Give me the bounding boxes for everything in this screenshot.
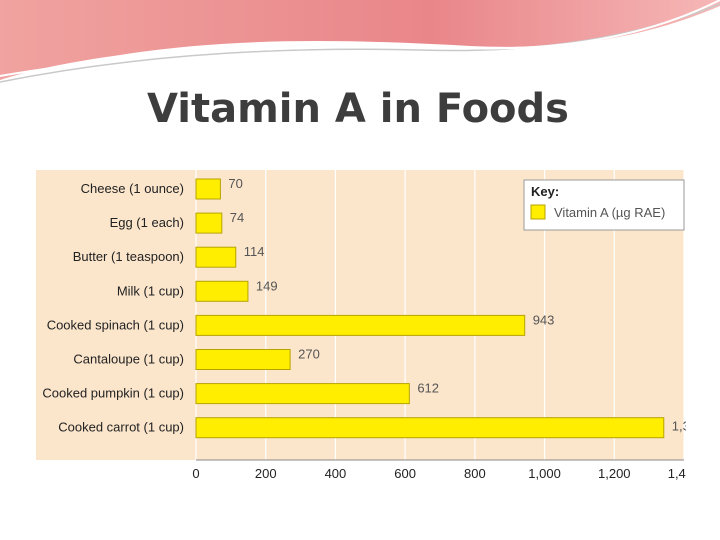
bar (195, 280, 249, 302)
category-label: Cooked spinach (1 cup) (47, 317, 184, 332)
category-label: Cheese (1 ounce) (81, 181, 184, 196)
vitamin-a-bar-chart: Cheese (1 ounce) 70 Egg (1 each) 74 Butter (… (36, 170, 686, 481)
x-tick-label: 600 (394, 466, 416, 481)
bar (195, 212, 223, 234)
category-label: Cantaloupe (1 cup) (73, 352, 184, 367)
legend-label: Vitamin A (µg RAE) (554, 205, 665, 220)
x-tick-label: 1,200 (598, 466, 631, 481)
bar (195, 417, 665, 439)
bar (195, 314, 526, 336)
bar-value-label: 612 (417, 381, 439, 396)
category-label: Milk (1 cup) (117, 283, 184, 298)
bar-value-label: 70 (228, 176, 242, 191)
x-tick-label: 1,400 (668, 466, 686, 481)
bar (195, 178, 221, 200)
bar-value-label: 74 (230, 210, 244, 225)
category-label: Butter (1 teaspoon) (73, 249, 184, 264)
category-label: Cooked carrot (1 cup) (58, 420, 184, 435)
slide-title: Vitamin A in Foods (147, 86, 569, 132)
x-tick-label: 1,000 (528, 466, 561, 481)
legend-title: Key: (531, 184, 559, 199)
bar-value-label: 114 (244, 244, 265, 259)
bar-value-label: 149 (256, 278, 278, 293)
x-tick-label: 200 (255, 466, 277, 481)
category-label: Cooked pumpkin (1 cup) (42, 386, 184, 401)
bar-value-label: 270 (298, 347, 320, 362)
x-tick-label: 0 (192, 466, 199, 481)
x-tick-label: 400 (325, 466, 347, 481)
bar-value-label: 1,342 (672, 419, 686, 434)
bar (195, 349, 291, 370)
slide-header-decoration (0, 0, 720, 83)
bar (195, 246, 237, 268)
x-tick-label: 800 (464, 466, 486, 481)
legend-swatch (530, 204, 546, 220)
bar (195, 383, 410, 405)
bar-value-label: 943 (533, 312, 555, 327)
category-label: Egg (1 each) (110, 215, 184, 230)
legend-box (523, 179, 685, 231)
